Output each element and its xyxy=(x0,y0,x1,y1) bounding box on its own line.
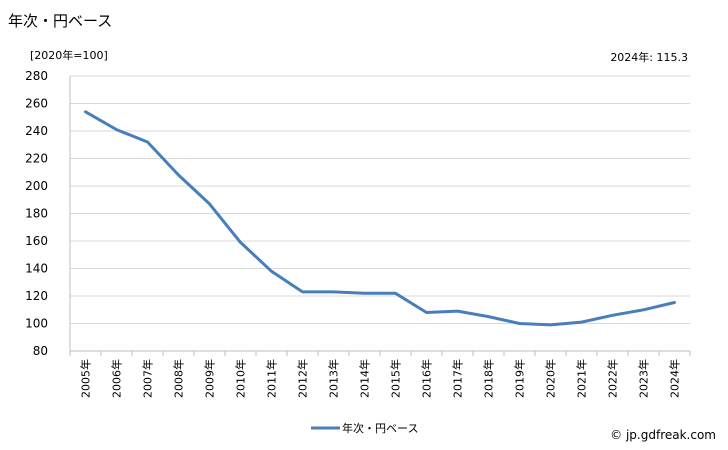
y-tick-label: 200 xyxy=(25,179,48,193)
x-tick-label: 2007年 xyxy=(141,359,155,398)
x-tick-label: 2012年 xyxy=(296,359,310,398)
x-tick-label: 2023年 xyxy=(637,359,651,398)
x-tick-label: 2022年 xyxy=(606,359,620,398)
y-axis-ticks: 80 100 120 140 160 180 200 220 240 260 280 xyxy=(25,69,48,358)
y-tick-label: 220 xyxy=(25,152,48,166)
x-tick-label: 2024年 xyxy=(668,359,682,398)
x-tick-label: 2010年 xyxy=(234,359,248,398)
x-tick-label: 2014年 xyxy=(358,359,372,398)
x-tick-label: 2015年 xyxy=(389,359,403,398)
legend-label: 年次・円ベース xyxy=(342,421,418,435)
x-tick-label: 2013年 xyxy=(327,359,341,398)
x-tick-label: 2005年 xyxy=(79,359,93,398)
series-line-0 xyxy=(84,110,676,327)
source-credit: © jp.gdfreak.com xyxy=(610,428,716,442)
y-tick-label: 260 xyxy=(25,97,48,111)
gridlines xyxy=(69,75,690,352)
x-tick-label: 2019年 xyxy=(513,359,527,398)
x-tick-label: 2021年 xyxy=(575,359,589,398)
legend: 年次・円ベース xyxy=(311,421,418,435)
y-tick-label: 100 xyxy=(25,317,48,331)
x-tick-label: 2006年 xyxy=(110,359,124,398)
x-tick-label: 2011年 xyxy=(265,359,279,398)
x-tick-label: 2020年 xyxy=(544,359,558,398)
y-tick-label: 140 xyxy=(25,262,48,276)
y-tick-label: 120 xyxy=(25,289,48,303)
latest-value-label: 2024年: 115.3 xyxy=(610,51,688,64)
y-tick-label: 180 xyxy=(25,207,48,221)
x-tick-label: 2017年 xyxy=(451,359,465,398)
y-tick-label: 80 xyxy=(33,344,48,358)
x-tick-label: 2018年 xyxy=(482,359,496,398)
y-tick-label: 240 xyxy=(25,124,48,138)
y-tick-label: 280 xyxy=(25,69,48,83)
y-tick-label: 160 xyxy=(25,234,48,248)
x-tick-label: 2009年 xyxy=(203,359,217,398)
page-title: 年次・円ベース xyxy=(8,12,113,30)
x-tick-label: 2016年 xyxy=(420,359,434,398)
unit-label: [2020年=100] xyxy=(30,49,108,62)
x-axis-ticks: 2005年 2006年 2007年 2008年 2009年 2010年 2011年 2012年… xyxy=(69,351,691,398)
x-tick-label: 2008年 xyxy=(172,359,186,398)
series-lines xyxy=(84,110,676,327)
